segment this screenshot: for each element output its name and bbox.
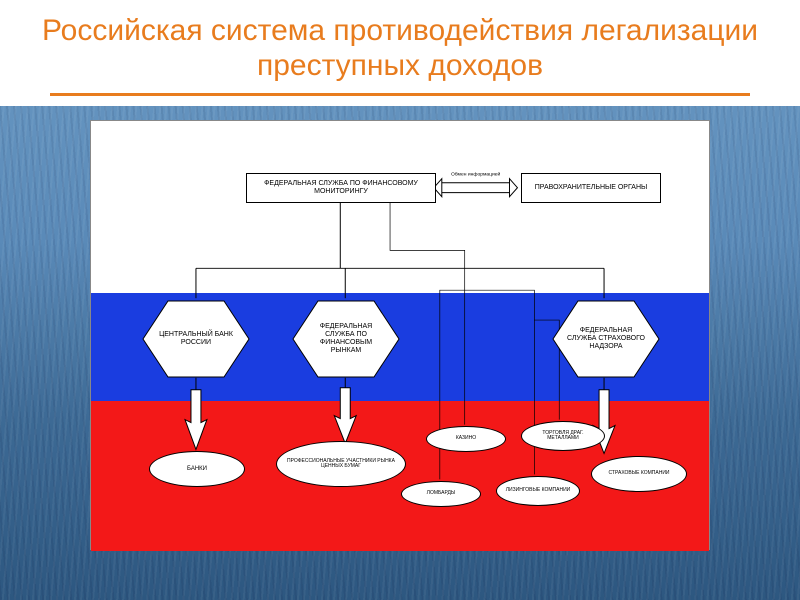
el-insurance-label: СТРАХОВЫЕ КОМПАНИИ [608,471,669,477]
hex-fsfr-label: ФЕДЕРАЛЬНАЯ СЛУЖБА ПО ФИНАНСОВЫМ РЫНКАМ [291,299,401,379]
hex-cbr-label: ЦЕНТРАЛЬНЫЙ БАНК РОССИИ [141,299,251,379]
el-casino-label: КАЗИНО [456,436,476,442]
hex-fsfr: ФЕДЕРАЛЬНАЯ СЛУЖБА ПО ФИНАНСОВЫМ РЫНКАМ [291,299,401,379]
box-law-enforcement: ПРАВОХРАНИТЕЛЬНЫЕ ОРГАНЫ [521,173,661,203]
el-lombard-label: ЛОМБАРДЫ [427,491,456,497]
box-law-label: ПРАВОХРАНИТЕЛЬНЫЕ ОРГАНЫ [535,184,647,192]
hex-fssn-label: ФЕДЕРАЛЬНАЯ СЛУЖБА СТРАХОВОГО НАДЗОРА [551,299,661,379]
box-fedmon: ФЕДЕРАЛЬНАЯ СЛУЖБА ПО ФИНАНСОВОМУ МОНИТО… [246,173,436,203]
el-metals-label: ТОРГОВЛЯ ДРАГ. МЕТАЛЛАМИ [528,431,598,442]
flag-diagram: Обмен информацией [90,120,710,550]
el-banks: БАНКИ [149,451,245,487]
el-leasing-label: ЛИЗИНГОВЫЕ КОМПАНИИ [506,488,571,494]
el-casino: КАЗИНО [426,426,506,452]
el-banks-label: БАНКИ [187,466,207,473]
box-fedmon-label: ФЕДЕРАЛЬНАЯ СЛУЖБА ПО ФИНАНСОВОМУ МОНИТО… [251,180,431,195]
el-lombard: ЛОМБАРДЫ [401,481,481,507]
title-underline [50,93,749,96]
el-profmarket-label: ПРОФЕССИОНАЛЬНЫЕ УЧАСТНИКИ РЫНКА ЦЕННЫХ … [283,459,399,470]
flag-stripe-white [91,121,709,293]
diagram-container: Обмен информацией [90,120,710,550]
el-profmarket: ПРОФЕССИОНАЛЬНЫЕ УЧАСТНИКИ РЫНКА ЦЕННЫХ … [276,441,406,487]
el-insurance: СТРАХОВЫЕ КОМПАНИИ [591,456,687,492]
hex-cbr: ЦЕНТРАЛЬНЫЙ БАНК РОССИИ [141,299,251,379]
el-metals: ТОРГОВЛЯ ДРАГ. МЕТАЛЛАМИ [521,421,605,451]
el-leasing: ЛИЗИНГОВЫЕ КОМПАНИИ [496,476,580,506]
slide-header: Российская система противодействия легал… [0,0,800,106]
slide-title: Российская система противодействия легал… [20,14,780,83]
hex-fssn: ФЕДЕРАЛЬНАЯ СЛУЖБА СТРАХОВОГО НАДЗОРА [551,299,661,379]
